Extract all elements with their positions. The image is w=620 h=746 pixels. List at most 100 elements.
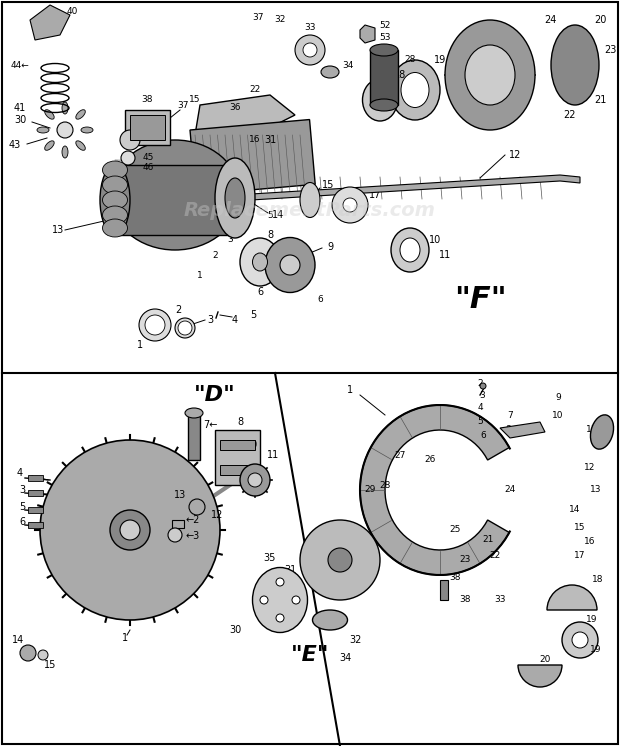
Text: 23: 23 — [604, 45, 616, 55]
Text: 12: 12 — [509, 150, 521, 160]
Text: 19: 19 — [590, 645, 602, 654]
Text: 17: 17 — [574, 551, 586, 560]
Text: 9: 9 — [555, 393, 561, 403]
Polygon shape — [195, 95, 295, 135]
Text: 8: 8 — [267, 230, 273, 240]
Ellipse shape — [62, 102, 68, 114]
Text: 22: 22 — [564, 110, 576, 120]
Circle shape — [110, 510, 150, 550]
Wedge shape — [547, 585, 597, 610]
Text: 1: 1 — [137, 340, 143, 350]
Ellipse shape — [370, 99, 398, 111]
Text: 12: 12 — [211, 510, 223, 520]
Circle shape — [303, 43, 317, 57]
Text: 37: 37 — [177, 101, 188, 110]
Circle shape — [120, 130, 140, 150]
Text: 9: 9 — [327, 242, 333, 252]
Text: 38: 38 — [459, 595, 471, 604]
Ellipse shape — [37, 127, 49, 133]
Circle shape — [248, 473, 262, 487]
Ellipse shape — [102, 206, 128, 224]
Text: 26: 26 — [424, 456, 436, 465]
Text: 14: 14 — [272, 210, 284, 220]
Text: 16: 16 — [584, 538, 596, 547]
Text: 29: 29 — [404, 81, 415, 90]
Text: 3: 3 — [227, 236, 233, 245]
Text: 11: 11 — [587, 425, 598, 434]
Ellipse shape — [225, 178, 245, 218]
Text: 53: 53 — [379, 34, 391, 43]
Bar — [28, 507, 43, 513]
Ellipse shape — [400, 238, 420, 262]
Ellipse shape — [220, 165, 250, 235]
Text: 21: 21 — [482, 536, 494, 545]
Text: 38: 38 — [141, 95, 153, 104]
Text: 34: 34 — [342, 60, 353, 69]
Ellipse shape — [240, 238, 280, 286]
Text: 3: 3 — [207, 315, 213, 325]
Ellipse shape — [45, 141, 54, 150]
Text: 1: 1 — [347, 385, 353, 395]
Text: 4: 4 — [477, 404, 483, 413]
Ellipse shape — [370, 44, 398, 56]
Circle shape — [280, 255, 300, 275]
Circle shape — [332, 187, 368, 223]
Ellipse shape — [185, 408, 203, 418]
Text: 43: 43 — [9, 140, 21, 150]
Bar — [188, 415, 200, 460]
Text: 5: 5 — [477, 418, 483, 427]
Text: 18: 18 — [566, 594, 578, 603]
Text: 2: 2 — [212, 251, 218, 260]
Text: 4: 4 — [237, 221, 243, 230]
Text: 21: 21 — [594, 95, 606, 105]
Text: 3: 3 — [479, 390, 485, 400]
Text: 31: 31 — [264, 135, 276, 145]
Text: 1: 1 — [122, 633, 128, 643]
Text: 25: 25 — [450, 525, 461, 534]
Polygon shape — [235, 175, 580, 201]
Text: 19: 19 — [434, 55, 446, 65]
Text: 20: 20 — [529, 675, 541, 685]
Text: 33: 33 — [304, 24, 316, 33]
Text: 7: 7 — [292, 286, 298, 295]
Circle shape — [328, 548, 352, 572]
Text: 17: 17 — [369, 190, 381, 200]
Ellipse shape — [252, 253, 267, 271]
Text: 10: 10 — [429, 235, 441, 245]
Circle shape — [38, 650, 48, 660]
Text: 32: 32 — [274, 16, 286, 25]
Bar — [28, 522, 43, 528]
Text: 5: 5 — [267, 210, 273, 219]
Text: ←2: ←2 — [186, 515, 200, 525]
Text: 1: 1 — [197, 271, 203, 280]
Ellipse shape — [373, 91, 388, 109]
Text: 32: 32 — [349, 635, 361, 645]
Ellipse shape — [102, 176, 128, 194]
Text: 6: 6 — [19, 517, 25, 527]
Circle shape — [343, 198, 357, 212]
Text: 2: 2 — [477, 378, 483, 387]
Bar — [125, 110, 170, 145]
Text: ReplacementParts.com: ReplacementParts.com — [184, 201, 436, 219]
Text: 7: 7 — [507, 410, 513, 419]
Bar — [190, 119, 315, 195]
Text: 29: 29 — [365, 486, 376, 495]
Text: "D": "D" — [194, 385, 236, 405]
Text: 15: 15 — [574, 524, 586, 533]
Bar — [130, 115, 165, 140]
Ellipse shape — [110, 140, 240, 250]
Text: 12: 12 — [584, 463, 596, 472]
Wedge shape — [518, 665, 562, 687]
Ellipse shape — [391, 228, 429, 272]
Circle shape — [480, 383, 486, 389]
Ellipse shape — [265, 237, 315, 292]
Text: "E": "E" — [291, 645, 329, 665]
Text: 2: 2 — [175, 305, 181, 315]
Bar — [115, 165, 235, 235]
Ellipse shape — [465, 45, 515, 105]
Ellipse shape — [28, 211, 492, 369]
Circle shape — [168, 528, 182, 542]
Ellipse shape — [102, 219, 128, 237]
Bar — [215, 430, 260, 485]
Circle shape — [300, 520, 380, 600]
